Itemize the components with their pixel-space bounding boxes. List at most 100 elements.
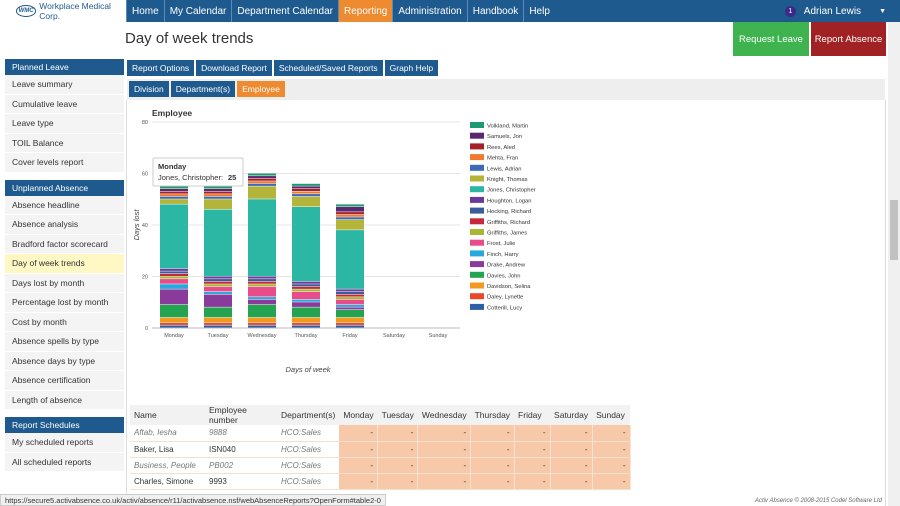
bar-segment (292, 186, 320, 189)
tooltip-day: Monday (158, 162, 187, 171)
report-absence-button[interactable]: Report Absence (811, 22, 886, 56)
legend-entry: Rees, Aled (487, 145, 515, 151)
content-panel (126, 100, 886, 506)
legend-swatch (470, 303, 484, 310)
bar-segment (292, 194, 320, 197)
nav-help[interactable]: Help (523, 0, 555, 22)
bar-segment (292, 206, 320, 282)
subtab-employee[interactable]: Employee (237, 81, 285, 97)
bar-segment (160, 188, 188, 192)
bar-segment (248, 322, 276, 325)
sidebar-item-cover-levels-report[interactable]: Cover levels report (5, 153, 124, 173)
chart-svg: Employee 0 20 40 60 80 Days lost Days of week Mo… (132, 108, 536, 374)
sidebar-item-cumulative-leave[interactable]: Cumulative leave (5, 94, 124, 114)
column-header[interactable]: Name (130, 405, 205, 425)
tab-report-options[interactable]: Report Options (127, 60, 195, 76)
sidebar-item-percentage-lost-by-month[interactable]: Percentage lost by month (5, 293, 124, 313)
column-header[interactable]: Wednesday (417, 405, 471, 425)
user-name[interactable]: Adrian Lewis (803, 5, 862, 17)
column-header[interactable]: Monday (339, 405, 378, 425)
nav-my-calendar[interactable]: My Calendar (163, 0, 232, 22)
cell-emp: 9993 (205, 473, 277, 490)
sidebar-item-leave-type[interactable]: Leave type (5, 114, 124, 134)
bar-segment (204, 276, 232, 279)
bar-segment (336, 294, 364, 297)
column-header[interactable]: Saturday (550, 405, 593, 425)
legend-entry: Davies, John (487, 273, 521, 279)
cell-day-value: - (339, 457, 379, 474)
caret-down-icon[interactable]: ▼ (879, 7, 886, 15)
bar-segment (292, 325, 320, 328)
nav-reporting[interactable]: Reporting (338, 0, 393, 22)
legend-entry: Samuels, Jon (487, 134, 522, 140)
cell-day-value: - (417, 473, 472, 490)
table-row[interactable]: Business, People PB002 HCO:Sales - - - - - - - (130, 457, 631, 474)
sidebar-item-my-scheduled-reports[interactable]: My scheduled reports (5, 433, 124, 453)
sidebar-item-toil-balance[interactable]: TOIL Balance (5, 133, 124, 153)
bar-segment (292, 191, 320, 194)
bar-segment (336, 206, 364, 212)
request-leave-button[interactable]: Request Leave (733, 22, 809, 56)
legend-entry: Lewis, Adrian (487, 166, 521, 172)
legend-swatch (470, 239, 484, 246)
cell-day-value: - (592, 441, 631, 458)
legend-swatch (470, 250, 484, 257)
column-header[interactable]: Employee number (205, 405, 277, 425)
table-row[interactable]: Baker, Lisa ISN040 HCO:Sales - - - - - - - (130, 441, 631, 458)
nav-home[interactable]: Home (126, 0, 164, 22)
bar-segment (204, 325, 232, 328)
sidebar-item-leave-summary[interactable]: Leave summary (5, 75, 124, 95)
bar-segment (160, 322, 188, 325)
subtab-division[interactable]: Division (129, 81, 169, 97)
column-header[interactable]: Department(s) (277, 405, 340, 425)
sidebar-item-days-lost-by-month[interactable]: Days lost by month (5, 273, 124, 293)
table-row[interactable]: Charles, Simone 9993 HCO:Sales - - - - - - - (130, 473, 631, 490)
nav-administration[interactable]: Administration (392, 0, 466, 22)
legend-entry: Drake, Andrew (487, 263, 526, 269)
column-header[interactable]: Friday (514, 405, 551, 425)
bar-segment (336, 212, 364, 215)
legend-entry: Cotterill, Lucy (487, 305, 522, 311)
bar-segment (336, 309, 364, 318)
user-menu[interactable]: 1 Adrian Lewis ▼ (784, 0, 900, 22)
sidebar-item-day-of-week-trends[interactable]: Day of week trends (5, 254, 124, 274)
cell-day-value: - (592, 425, 631, 442)
bar-segment (204, 194, 232, 197)
sidebar-item-cost-by-month[interactable]: Cost by month (5, 312, 124, 332)
tab-scheduled-saved-reports[interactable]: Scheduled/Saved Reports (273, 60, 383, 76)
logo[interactable]: WMC Workplace Medical Corp. (0, 0, 126, 22)
bar-segment (248, 317, 276, 323)
x-tick-label: Thursday (295, 333, 318, 339)
column-header[interactable]: Thursday (470, 405, 515, 425)
scrollbar-thumb[interactable] (890, 200, 898, 260)
sidebar-item-absence-spells-by-type[interactable]: Absence spells by type (5, 332, 124, 352)
sidebar-item-absence-certification[interactable]: Absence certification (5, 371, 124, 391)
legend-swatch (470, 196, 484, 203)
sidebar-item-all-scheduled-reports[interactable]: All scheduled reports (5, 452, 124, 472)
scrollbar[interactable] (888, 22, 900, 506)
nav-department-calendar[interactable]: Department Calendar (231, 0, 338, 22)
column-header[interactable]: Tuesday (377, 405, 418, 425)
sidebar-section-title: Planned Leave (5, 59, 124, 75)
bar-segment (248, 183, 276, 186)
cell-day-value: - (470, 441, 515, 458)
tab-download-report[interactable]: Download Report (196, 60, 272, 76)
sidebar-item-absence-headline[interactable]: Absence headline (5, 195, 124, 215)
notification-badge[interactable]: 1 (784, 5, 796, 17)
subtab-department-s-[interactable]: Department(s) (170, 81, 236, 97)
sidebar-item-absence-days-by-type[interactable]: Absence days by type (5, 351, 124, 371)
sidebar-item-bradford-factor-scorecard[interactable]: Bradford factor scorecard (5, 234, 124, 254)
table-row[interactable]: Aftab, Iesha 9888 HCO:Sales - - - - - - - (130, 425, 631, 442)
tab-graph-help[interactable]: Graph Help (384, 60, 439, 76)
cell-day-value: - (550, 457, 593, 474)
legend-swatch (470, 282, 484, 289)
sidebar-item-length-of-absence[interactable]: Length of absence (5, 390, 124, 410)
bar-segment (248, 276, 276, 279)
column-header[interactable]: Sunday (592, 405, 631, 425)
nav-items: Home My Calendar Department Calendar Report… (126, 0, 555, 22)
bar-segment (292, 183, 320, 186)
bar-segment (336, 230, 364, 289)
legend-swatch (470, 175, 484, 182)
nav-handbook[interactable]: Handbook (466, 0, 524, 22)
sidebar-item-absence-analysis[interactable]: Absence analysis (5, 215, 124, 235)
